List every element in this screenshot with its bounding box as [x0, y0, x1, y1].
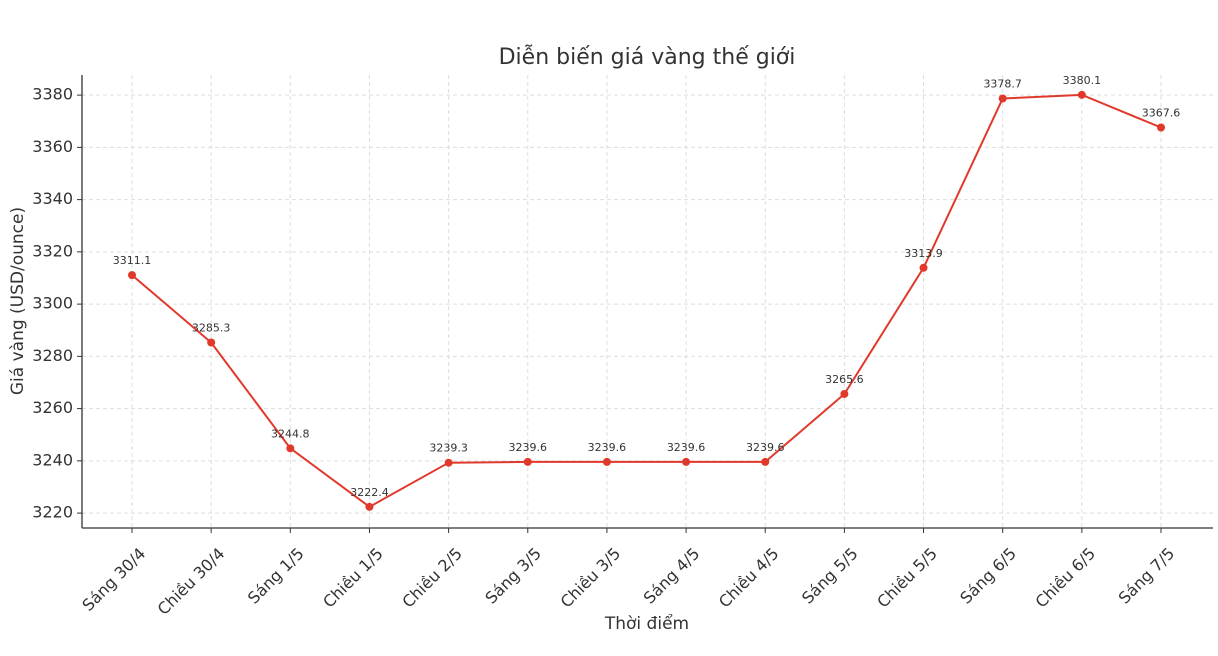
x-tick-label: Chiều 1/5	[319, 544, 387, 612]
data-label: 3244.8	[271, 427, 310, 440]
x-tick-label: Chiều 5/5	[873, 544, 941, 612]
point	[998, 94, 1007, 103]
point	[840, 389, 849, 398]
y-tick-label: 3320	[32, 241, 73, 260]
point	[207, 338, 216, 347]
x-tick-label: Sáng 5/5	[798, 544, 862, 608]
point	[682, 457, 691, 466]
x-tick-label: Chiều 3/5	[557, 544, 625, 612]
x-tick-label: Sáng 1/5	[244, 544, 308, 608]
point	[128, 271, 136, 280]
data-label: 3265.6	[825, 373, 864, 386]
data-label: 3222.4	[350, 486, 389, 499]
point	[761, 457, 770, 466]
data-label: 3239.6	[746, 441, 785, 454]
data-label: 3311.1	[113, 254, 152, 267]
data-label: 3313.9	[904, 247, 943, 260]
y-tick-label: 3380	[32, 85, 73, 104]
x-tick-label: Sáng 7/5	[1115, 544, 1179, 608]
data-label: 3380.1	[1063, 74, 1102, 87]
point	[919, 263, 928, 272]
x-tick-label: Chiều 6/5	[1032, 544, 1100, 612]
point	[444, 458, 453, 467]
data-label: 3285.3	[192, 322, 231, 335]
y-tick-label: 3340	[32, 189, 73, 208]
data-label: 3239.6	[588, 441, 627, 454]
point	[365, 502, 374, 511]
data-label: 3367.6	[1142, 107, 1181, 120]
y-tick-label: 3300	[32, 294, 73, 313]
chart-title: Diễn biến giá vàng thế giới	[499, 44, 796, 70]
x-tick-label: Chiều 30/4	[154, 544, 229, 619]
line	[131, 93, 1162, 509]
y-tick-label: 3240	[32, 450, 73, 469]
x-tick-label: Sáng 3/5	[481, 544, 545, 608]
x-tick-label: Sáng 6/5	[956, 544, 1020, 608]
point	[523, 457, 532, 466]
x-tick-label: Sáng 4/5	[640, 544, 704, 608]
point	[286, 444, 295, 453]
point	[1157, 123, 1165, 132]
x-tick-label: Sáng 30/4	[78, 544, 149, 615]
y-tick-label: 3260	[32, 398, 73, 417]
y-tick-label: 3360	[32, 137, 73, 156]
y-axis-label: Giá vàng (USD/ounce)	[8, 207, 28, 395]
data-label: 3239.6	[509, 441, 548, 454]
x-tick-label: Chiều 4/5	[715, 544, 783, 612]
point	[1077, 90, 1086, 99]
x-axis-label: Thời điểm	[604, 613, 689, 634]
x-tick-label: Chiều 2/5	[398, 544, 466, 612]
data-label: 3239.6	[667, 441, 706, 454]
y-tick-label: 3220	[32, 503, 73, 522]
point	[602, 457, 611, 466]
data-label: 3239.3	[429, 442, 468, 455]
data-label: 3378.7	[983, 78, 1022, 91]
y-tick-label: 3280	[32, 346, 73, 365]
